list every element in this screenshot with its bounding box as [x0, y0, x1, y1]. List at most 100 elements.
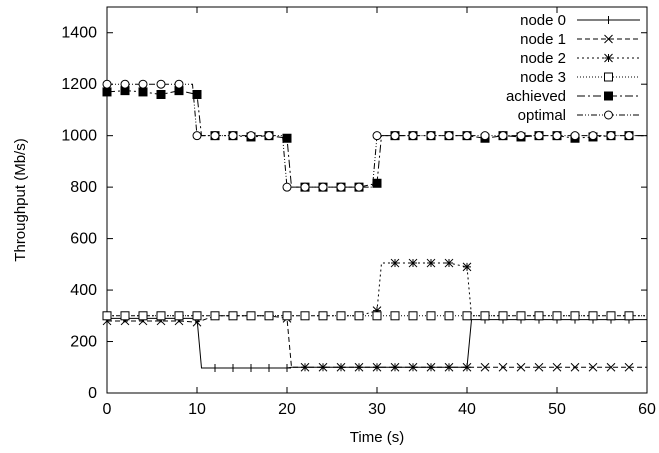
x-tick-label: 30 [368, 401, 386, 418]
data-point-node-3 [156, 311, 166, 321]
data-point-node-0 [283, 364, 291, 373]
x-tick-label: 0 [103, 401, 112, 418]
legend-marker [604, 53, 613, 63]
y-tick-label: 1200 [61, 76, 97, 93]
data-point-node-2 [372, 306, 382, 316]
data-point-node-1 [534, 362, 544, 372]
data-point-node-3 [444, 311, 454, 321]
legend-item-node-1: node 1 [520, 31, 640, 48]
data-point-node-0 [211, 364, 219, 373]
data-point-node-3 [228, 311, 238, 321]
data-point-optimal [444, 131, 454, 141]
data-point-optimal [408, 131, 418, 141]
data-point-node-2 [426, 258, 436, 268]
legend-marker [604, 72, 613, 82]
data-point-node-3 [570, 311, 580, 321]
data-point-node-1 [372, 362, 382, 372]
data-point-node-1 [588, 362, 598, 372]
legend-item-node-0: node 0 [520, 12, 640, 29]
data-point-node-3 [390, 311, 400, 321]
data-point-node-1 [336, 362, 346, 372]
data-point-node-1 [390, 362, 400, 372]
data-point-node-3 [264, 311, 274, 321]
series-line-optimal [107, 83, 647, 188]
data-point-optimal [426, 131, 436, 141]
plot-frame [106, 6, 648, 394]
data-point-node-3 [120, 311, 130, 321]
data-point-node-3 [336, 311, 346, 321]
y-tick-label: 400 [70, 282, 97, 299]
data-point-achieved [156, 89, 166, 99]
legend-item-node-2: node 2 [520, 50, 640, 67]
data-point-node-3 [624, 311, 634, 321]
data-point-node-3 [552, 311, 562, 321]
data-point-achieved [282, 133, 292, 143]
data-point-optimal [156, 79, 166, 89]
data-point-node-3 [372, 311, 382, 321]
data-point-optimal [462, 131, 472, 141]
data-point-node-1 [426, 362, 436, 372]
data-point-optimal [588, 131, 598, 141]
data-point-node-1 [552, 362, 562, 372]
data-point-optimal [606, 131, 616, 141]
data-point-optimal [480, 131, 490, 141]
data-point-node-3 [462, 311, 472, 321]
data-point-node-3 [210, 311, 220, 321]
legend-marker [604, 16, 613, 24]
data-point-optimal [534, 131, 544, 141]
y-tick-label: 800 [70, 179, 97, 196]
legend-label: optimal [518, 107, 566, 124]
data-point-node-0 [247, 364, 255, 373]
data-point-optimal [552, 131, 562, 141]
data-point-node-3 [534, 311, 544, 321]
data-point-optimal [354, 182, 364, 192]
series-layer [102, 79, 647, 373]
data-point-node-1 [300, 362, 310, 372]
data-point-node-2 [390, 258, 400, 268]
data-point-optimal [318, 182, 328, 192]
data-point-optimal [300, 182, 310, 192]
data-point-node-3 [516, 311, 526, 321]
legend-marker [604, 110, 613, 120]
data-point-optimal [138, 79, 148, 89]
series-line-node-0 [107, 317, 647, 369]
x-axis-label: Time (s) [350, 429, 404, 446]
legend-marker [604, 91, 613, 101]
data-point-node-2 [462, 262, 472, 272]
series-optimal [102, 79, 647, 192]
legend-item-achieved: achieved [506, 88, 640, 105]
x-tick-label: 40 [458, 401, 476, 418]
data-point-optimal [210, 131, 220, 141]
data-point-node-1 [444, 362, 454, 372]
data-point-optimal [228, 131, 238, 141]
data-point-node-3 [480, 311, 490, 321]
data-point-node-1 [318, 362, 328, 372]
legend-label: node 0 [520, 12, 566, 29]
legend-label: node 3 [520, 69, 566, 86]
y-tick-label: 600 [70, 231, 97, 248]
series-node-3 [102, 311, 647, 321]
data-point-optimal [516, 131, 526, 141]
data-point-optimal [624, 131, 634, 141]
x-tick-label: 10 [188, 401, 206, 418]
data-point-optimal [192, 131, 202, 141]
series-node-2 [102, 258, 647, 321]
data-point-optimal [498, 131, 508, 141]
data-point-optimal [570, 131, 580, 141]
data-point-node-3 [192, 311, 202, 321]
data-point-node-3 [588, 311, 598, 321]
data-point-node-1 [498, 362, 508, 372]
data-point-node-3 [102, 311, 112, 321]
data-point-node-1 [606, 362, 616, 372]
y-tick-label: 1000 [61, 128, 97, 145]
data-point-node-3 [318, 311, 328, 321]
data-point-node-2 [408, 258, 418, 268]
data-point-optimal [102, 79, 112, 89]
data-point-node-1 [570, 362, 580, 372]
data-point-node-1 [516, 362, 526, 372]
legend-marker [604, 34, 613, 44]
data-point-optimal [264, 131, 274, 141]
y-tick-label: 0 [88, 385, 97, 402]
data-point-optimal [372, 131, 382, 141]
y-tick-label: 200 [70, 334, 97, 351]
